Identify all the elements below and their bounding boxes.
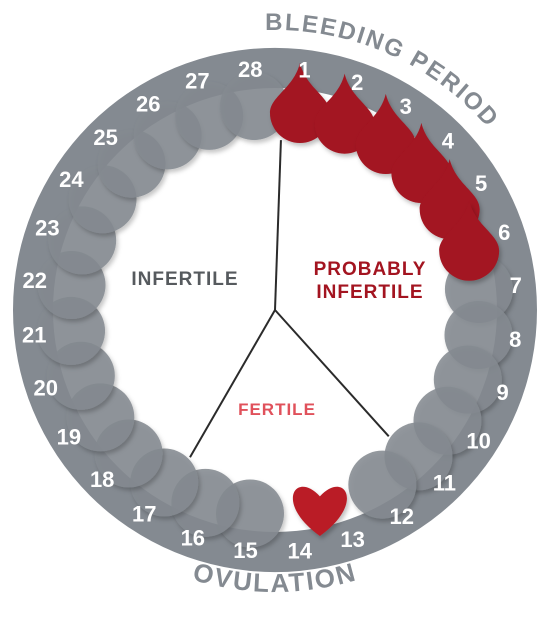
day-number: 28 xyxy=(238,57,262,82)
day-number: 14 xyxy=(287,538,312,563)
day-number: 23 xyxy=(35,216,59,241)
day-number: 21 xyxy=(22,322,46,347)
day-number: 18 xyxy=(90,467,114,492)
segment-divider xyxy=(190,310,275,457)
day-number: 3 xyxy=(400,94,412,119)
day-number: 22 xyxy=(23,268,47,293)
day-number: 4 xyxy=(442,128,455,153)
day-number: 1 xyxy=(298,58,310,83)
day-number: 25 xyxy=(93,125,117,150)
day-number: 16 xyxy=(181,525,205,550)
day-number: 5 xyxy=(475,171,487,196)
day-number: 2 xyxy=(351,70,363,95)
label-probably-line1: PROBABLY xyxy=(314,259,427,280)
segment-divider xyxy=(275,140,281,310)
day-number: 24 xyxy=(59,167,84,192)
label-probably-line2: INFERTILE xyxy=(316,282,423,303)
day-number: 12 xyxy=(389,504,413,529)
day-number: 17 xyxy=(132,501,156,526)
day-number: 8 xyxy=(509,327,521,352)
day-number: 19 xyxy=(57,424,81,449)
day-number: 7 xyxy=(510,273,522,298)
day-number: 26 xyxy=(136,92,160,117)
day-number: 6 xyxy=(498,220,510,245)
label-infertile: INFERTILE xyxy=(131,269,238,290)
day-number: 11 xyxy=(433,471,456,496)
day-number: 10 xyxy=(466,428,490,453)
day-number: 20 xyxy=(34,375,58,400)
day-number: 27 xyxy=(185,68,209,93)
day-number: 9 xyxy=(496,380,508,405)
day-number: 13 xyxy=(340,527,364,552)
day-number: 15 xyxy=(233,538,257,563)
label-fertile: FERTILE xyxy=(238,400,316,419)
